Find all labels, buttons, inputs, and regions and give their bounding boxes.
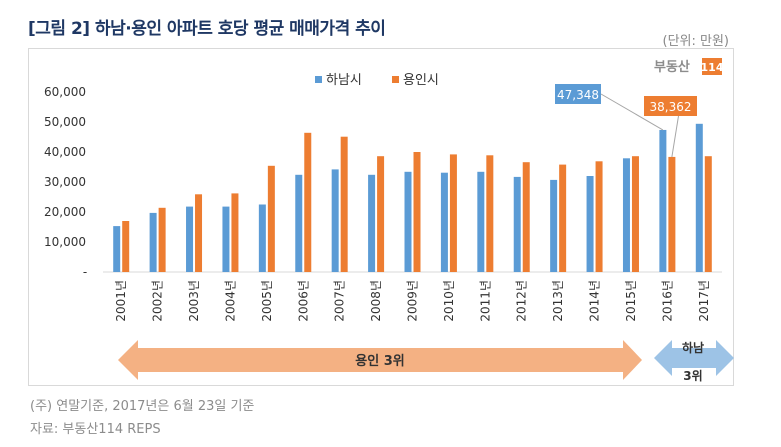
bar-hanam xyxy=(186,206,194,272)
bar-yongin xyxy=(340,136,348,272)
y-tick-label: - xyxy=(83,265,87,279)
x-tick-label: 2004년 xyxy=(223,280,237,322)
bar-yongin xyxy=(231,193,239,272)
bar-yongin xyxy=(158,207,166,272)
callout-box xyxy=(555,84,601,104)
bar-hanam xyxy=(622,158,630,272)
logo-badge xyxy=(702,58,722,75)
bar-yongin xyxy=(377,156,385,272)
hanam-arrow-shape xyxy=(654,340,734,376)
bar-hanam xyxy=(331,169,339,272)
y-tick-label: 40,000 xyxy=(44,145,86,159)
callout-box xyxy=(644,96,697,116)
y-tick-label: 20,000 xyxy=(44,205,86,219)
callout-leader-line xyxy=(600,93,664,131)
bar-hanam xyxy=(695,123,703,272)
bar-yongin xyxy=(267,165,275,272)
x-tick-label: 2010년 xyxy=(442,280,456,322)
bar-hanam xyxy=(368,174,376,272)
callout-label: 38,362 xyxy=(650,100,692,114)
legend-swatch-hanam xyxy=(315,76,322,83)
yongin-arrow-shape xyxy=(118,340,642,380)
x-tick-label: 2015년 xyxy=(624,280,638,322)
logo-text: 부동산 xyxy=(654,59,690,75)
bar-hanam xyxy=(258,204,266,272)
bar-hanam xyxy=(404,171,412,272)
x-tick-label: 2013년 xyxy=(551,280,565,322)
yongin-arrow-label: 용인 3위 xyxy=(355,353,404,369)
x-tick-label: 2005년 xyxy=(260,280,274,322)
bar-yongin xyxy=(559,164,567,272)
footnote: (주) 연말기준, 2017년은 6월 23일 기준 xyxy=(30,399,255,414)
bar-hanam xyxy=(477,171,485,272)
bar-yongin xyxy=(668,156,676,272)
bar-yongin xyxy=(122,221,130,272)
x-tick-label: 2003년 xyxy=(187,280,201,322)
bar-hanam xyxy=(550,179,558,272)
hanam-rank-arrow: 하남 3위 xyxy=(654,340,734,383)
bar-hanam xyxy=(659,129,667,272)
bar-yongin xyxy=(522,162,530,272)
x-tick-label: 2017년 xyxy=(697,280,711,322)
bar-yongin xyxy=(486,155,494,272)
callout-leader-line xyxy=(671,115,679,157)
hanam-arrow-label-1: 하남 xyxy=(682,340,704,355)
y-tick-label: 60,000 xyxy=(44,85,86,99)
figure-title: [그림 2] 하남·용인 아파트 호당 평균 매매가격 추이 xyxy=(28,19,386,39)
x-tick-label: 2011년 xyxy=(478,280,492,322)
logo-badge-text: 114 xyxy=(701,61,724,74)
bar-hanam xyxy=(113,226,121,272)
bar-yongin xyxy=(413,152,421,272)
legend-label-yongin: 용인시 xyxy=(403,73,439,88)
x-tick-label: 2006년 xyxy=(296,280,310,322)
bar-yongin xyxy=(449,154,457,272)
legend: 하남시 용인시 xyxy=(315,73,439,88)
y-tick-label: 10,000 xyxy=(44,235,86,249)
bar-yongin xyxy=(304,132,312,272)
logo: 부동산 114 xyxy=(654,58,724,75)
bar-yongin xyxy=(631,156,639,272)
bar-hanam xyxy=(513,176,521,272)
x-tick-label: 2012년 xyxy=(515,280,529,322)
bar-hanam xyxy=(149,212,157,272)
bar-hanam xyxy=(295,174,303,272)
bar-hanam xyxy=(586,176,594,272)
bar-hanam xyxy=(440,172,448,272)
chart-frame xyxy=(28,48,734,386)
x-tick-label: 2014년 xyxy=(588,280,602,322)
y-tick-label: 30,000 xyxy=(44,175,86,189)
legend-swatch-yongin xyxy=(392,76,399,83)
x-tick-label: 2001년 xyxy=(114,280,128,322)
hanam-arrow-label-2: 3위 xyxy=(683,369,702,383)
legend-label-hanam: 하남시 xyxy=(326,73,362,88)
x-tick-label: 2016년 xyxy=(660,280,674,322)
x-tick-label: 2009년 xyxy=(406,280,420,322)
bar-yongin xyxy=(595,161,603,272)
x-tick-label: 2002년 xyxy=(151,280,165,322)
callout-label: 47,348 xyxy=(557,88,599,102)
bar-yongin xyxy=(704,156,712,272)
bar-hanam xyxy=(222,206,230,272)
unit-label: (단위: 만원) xyxy=(662,34,730,49)
bar-yongin xyxy=(195,194,203,272)
source-note: 자료: 부동산114 REPS xyxy=(30,422,161,437)
yongin-rank-arrow: 용인 3위 xyxy=(118,340,642,380)
y-tick-label: 50,000 xyxy=(44,115,86,129)
x-tick-label: 2007년 xyxy=(333,280,347,322)
x-tick-label: 2008년 xyxy=(369,280,383,322)
